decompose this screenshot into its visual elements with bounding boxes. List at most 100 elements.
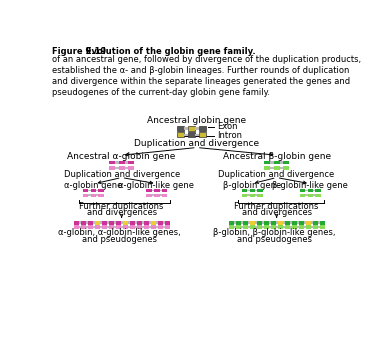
Bar: [158, 225, 163, 229]
Bar: [264, 166, 270, 170]
Bar: [236, 221, 241, 224]
Bar: [278, 221, 283, 224]
Bar: [91, 194, 96, 197]
Bar: [142, 221, 144, 224]
Bar: [116, 221, 121, 224]
Bar: [109, 166, 116, 170]
Bar: [74, 221, 79, 224]
Bar: [283, 160, 289, 164]
Bar: [96, 190, 98, 191]
Bar: [311, 221, 313, 224]
Bar: [262, 221, 264, 224]
Bar: [255, 226, 257, 228]
Bar: [109, 225, 114, 229]
Bar: [116, 225, 121, 229]
Bar: [308, 194, 313, 197]
Bar: [313, 195, 315, 196]
Bar: [278, 225, 283, 229]
Bar: [88, 221, 93, 224]
Bar: [300, 189, 305, 192]
Text: β-globin gene: β-globin gene: [223, 181, 281, 190]
Bar: [83, 189, 88, 192]
Bar: [273, 160, 280, 164]
Bar: [137, 225, 142, 229]
Bar: [248, 221, 250, 224]
Bar: [93, 221, 95, 224]
Bar: [257, 225, 262, 229]
Bar: [195, 134, 199, 136]
Bar: [313, 221, 318, 224]
Bar: [241, 221, 243, 224]
Bar: [255, 221, 257, 224]
Text: Ancestral globin gene: Ancestral globin gene: [147, 116, 247, 125]
Bar: [283, 226, 285, 228]
Bar: [96, 195, 98, 196]
Bar: [128, 160, 134, 164]
Bar: [107, 221, 109, 224]
Text: Ancestral α-globin gene: Ancestral α-globin gene: [68, 152, 176, 161]
Bar: [88, 195, 91, 196]
Bar: [81, 221, 86, 224]
Bar: [290, 221, 292, 224]
Bar: [276, 226, 278, 228]
Bar: [271, 225, 276, 229]
Bar: [154, 194, 160, 197]
Bar: [162, 194, 167, 197]
Bar: [315, 189, 321, 192]
Text: Further duplications: Further duplications: [79, 201, 164, 211]
Bar: [255, 190, 257, 191]
Text: β-globin, β-globin-like genes,: β-globin, β-globin-like genes,: [213, 228, 336, 237]
Bar: [151, 221, 156, 224]
Bar: [74, 225, 79, 229]
Bar: [247, 190, 250, 191]
Bar: [248, 226, 250, 228]
Bar: [109, 221, 114, 224]
Text: Duplication and divergence: Duplication and divergence: [134, 139, 259, 148]
Bar: [306, 225, 311, 229]
Bar: [158, 221, 163, 224]
Bar: [304, 221, 306, 224]
Bar: [95, 225, 100, 229]
Bar: [163, 221, 165, 224]
Bar: [247, 195, 250, 196]
Bar: [257, 221, 262, 224]
Bar: [95, 221, 100, 224]
Bar: [250, 225, 255, 229]
Bar: [135, 226, 137, 228]
Text: and divergences: and divergences: [242, 208, 312, 217]
Bar: [107, 226, 109, 228]
Bar: [283, 166, 289, 170]
Bar: [163, 226, 165, 228]
Bar: [125, 162, 128, 164]
Bar: [241, 226, 243, 228]
Bar: [128, 226, 130, 228]
Bar: [88, 225, 93, 229]
Bar: [79, 226, 81, 228]
Bar: [285, 221, 290, 224]
Bar: [152, 195, 154, 196]
Bar: [250, 194, 255, 197]
Bar: [137, 221, 142, 224]
Bar: [162, 189, 167, 192]
Bar: [264, 160, 270, 164]
Bar: [144, 225, 149, 229]
Bar: [300, 194, 305, 197]
Bar: [308, 189, 313, 192]
Text: β-globin-like gene: β-globin-like gene: [272, 181, 348, 190]
Bar: [88, 190, 91, 191]
Bar: [149, 226, 151, 228]
Text: of an ancestral gene, followed by divergence of the duplication products,
establ: of an ancestral gene, followed by diverg…: [52, 55, 361, 97]
Bar: [79, 221, 81, 224]
Bar: [102, 221, 107, 224]
Text: and divergences: and divergences: [86, 208, 157, 217]
Text: Duplication and divergence: Duplication and divergence: [63, 170, 180, 179]
Bar: [123, 225, 128, 229]
Bar: [242, 189, 247, 192]
Bar: [130, 221, 135, 224]
Bar: [305, 190, 308, 191]
Bar: [146, 189, 152, 192]
Bar: [109, 160, 116, 164]
Bar: [271, 221, 276, 224]
Bar: [177, 132, 184, 137]
Bar: [290, 226, 292, 228]
